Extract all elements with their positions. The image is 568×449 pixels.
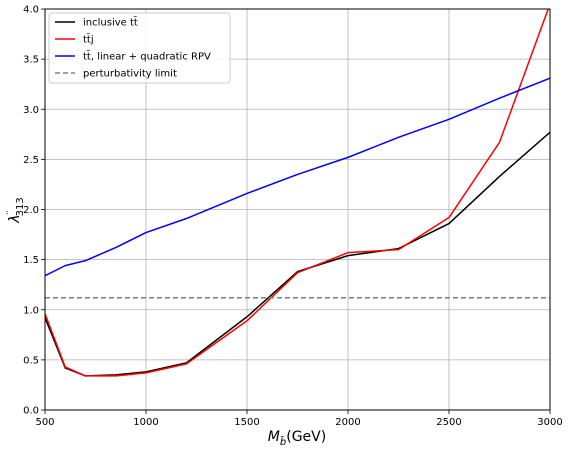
y-tick-label: 0.5	[23, 355, 39, 366]
series-group	[45, 9, 550, 377]
series-line-2	[45, 77, 550, 277]
y-tick-label: 2.0	[23, 205, 39, 216]
legend-label: inclusive tt̄	[83, 16, 138, 29]
y-tick-label: 1.0	[23, 305, 39, 316]
series-line-1	[45, 9, 549, 377]
legend-label: tt̄j	[83, 33, 94, 46]
x-tick-label: 1000	[133, 417, 158, 428]
y-tick-label: 4.0	[23, 5, 39, 16]
x-tick-label: 1500	[234, 417, 259, 428]
legend-box	[48, 12, 231, 84]
y-tick-label: 3.5	[23, 55, 39, 66]
y-tick-label: 1.5	[23, 255, 39, 266]
y-tick-label: 3.0	[23, 105, 39, 116]
legend-label: tt̄, linear + quadratic RPV	[83, 50, 211, 63]
x-tick-label: 2000	[335, 417, 360, 428]
y-tick-label: 0.0	[23, 406, 39, 417]
x-axis-label: Mb̃(GeV)	[268, 429, 326, 448]
ticks: 500 1000 1500 2000 2500 3000 0.0 0.5 1.0 1.5 2.0 2.…	[23, 5, 563, 429]
x-tick-label: 3000	[537, 417, 562, 428]
y-tick-label: 2.5	[23, 155, 39, 166]
legend-label: perturbativity limit	[83, 69, 177, 80]
x-tick-label: 2500	[436, 417, 461, 428]
legend: inclusive tt̄ tt̄j tt̄, linear + quadratic…	[48, 12, 231, 84]
y-axis-label: λ′′313	[6, 197, 26, 223]
x-tick-label: 500	[35, 417, 54, 428]
